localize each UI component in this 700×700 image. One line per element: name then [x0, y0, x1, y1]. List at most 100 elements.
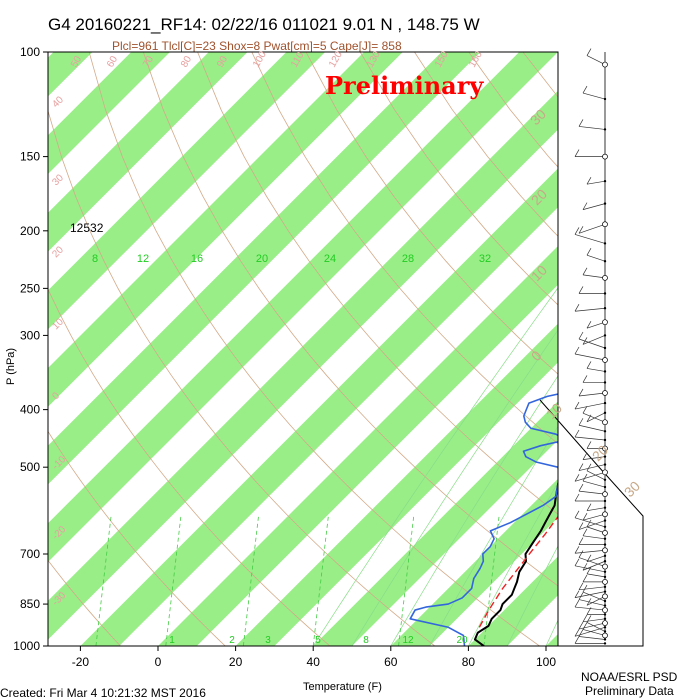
mixing-ratio-label: 20	[456, 635, 468, 646]
x-tick-label: 20	[229, 655, 243, 669]
mixing-ratio-line	[483, 514, 500, 646]
wind-station-dot	[603, 537, 607, 541]
wind-barb-flag	[578, 119, 584, 127]
wind-station-circle	[602, 607, 608, 613]
wind-barb	[582, 629, 606, 636]
wind-barb-flag	[578, 629, 584, 637]
wind-barb-flag	[574, 636, 580, 644]
wind-barb	[578, 599, 606, 606]
temperature-band	[48, 52, 403, 407]
wind-barb-flag	[582, 473, 588, 482]
wind-station-dot	[603, 617, 607, 621]
wind-barb	[582, 618, 606, 623]
wind-barb	[574, 436, 606, 441]
wind-barb	[582, 203, 606, 210]
wind-station-dot	[603, 485, 607, 489]
wind-barb	[586, 321, 606, 329]
moist-adiabat	[468, 481, 558, 646]
wind-barb	[582, 92, 606, 100]
wind-barb	[582, 535, 606, 540]
wind-station-dot	[603, 97, 607, 101]
wind-barb-flag	[574, 149, 580, 157]
wind-station-circle	[602, 357, 608, 363]
temperature-band	[48, 52, 248, 252]
wind-barb-flag	[586, 463, 592, 471]
wind-barb-flag	[582, 622, 588, 630]
wind-barb-flag	[582, 614, 588, 622]
temperature-band	[80, 168, 558, 646]
wind-station-circle	[602, 390, 608, 396]
wind-barb-flag	[574, 304, 580, 312]
wind-barb	[578, 586, 606, 591]
wind-barb	[574, 549, 606, 554]
temperature-band	[235, 323, 558, 646]
credit-organization: NOAA/ESRL PSD	[581, 670, 678, 684]
wind-station-dot	[603, 334, 607, 337]
wind-barb-flag	[578, 582, 584, 590]
wind-barb-flag	[586, 321, 592, 329]
mixing-ratio-line	[11, 514, 26, 646]
dry-adiabat	[48, 559, 122, 646]
wind-barb-flag	[586, 503, 592, 511]
wind-barb	[586, 470, 606, 481]
wind-station-circle	[602, 530, 608, 536]
wind-station-dot	[603, 506, 607, 509]
dry-adiabat	[251, 52, 558, 445]
moist-adiabat	[545, 619, 558, 646]
wind-station-dot	[603, 346, 607, 350]
wind-station-dot	[603, 292, 607, 295]
isotherm-label: 90	[215, 54, 230, 70]
plot-frame	[47, 51, 559, 647]
wind-station-dot	[603, 307, 607, 310]
wind-barb	[578, 126, 606, 130]
mixing-ratio-label: 12	[402, 635, 414, 646]
wind-barb-flag	[586, 615, 592, 623]
wind-barb-flag	[574, 227, 580, 235]
isotherm-label: 50	[69, 54, 84, 70]
wind-station-dot	[603, 179, 607, 183]
wind-barb	[586, 55, 606, 65]
wind-station-circle	[602, 511, 608, 518]
temperature-line	[473, 479, 558, 646]
wind-barb-flag	[574, 546, 580, 554]
wind-barb-flag	[574, 401, 580, 410]
y-axis-label: P (hPa)	[5, 348, 17, 385]
mixing-ratio-label: 28	[402, 253, 414, 265]
x-tick-label: 80	[462, 655, 476, 669]
wind-station-circle	[602, 563, 608, 570]
wind-barb-flag	[586, 177, 592, 185]
mixing-ratio-label: 16	[191, 253, 203, 265]
temperature-band	[48, 52, 93, 97]
wind-station-dot	[603, 411, 607, 415]
mixing-ratio-label: 5	[315, 635, 321, 646]
y-tick-label: 1000	[13, 639, 40, 653]
wind-barb-flag	[578, 550, 584, 558]
isotherm-label: 40	[50, 94, 66, 110]
wind-station-dot	[603, 554, 607, 558]
isotherm-label: 70	[141, 54, 156, 70]
wind-barb-flag	[586, 566, 592, 575]
plot-area	[11, 52, 700, 659]
y-tick-label: 850	[20, 597, 40, 611]
dry-adiabat	[577, 52, 700, 659]
wind-barb-flag	[574, 510, 580, 518]
wind-barb	[574, 353, 606, 361]
wind-station-circle	[602, 274, 608, 281]
wind-station-circle	[602, 547, 608, 554]
wind-station-circle	[602, 632, 608, 639]
wind-barb-panel	[539, 48, 644, 647]
temperature-band	[48, 52, 558, 562]
wind-station-dot	[603, 590, 607, 593]
wind-barb-flag	[582, 406, 588, 414]
wind-barb	[578, 636, 606, 640]
wind-station-circle	[602, 319, 608, 326]
wind-barb	[574, 471, 606, 482]
wind-barb	[586, 368, 606, 372]
wind-station-dot	[603, 638, 607, 641]
wind-station-dot	[603, 525, 607, 529]
wind-barb-flag	[582, 202, 588, 210]
dry-adiabat	[48, 430, 226, 646]
wind-station-dot	[603, 381, 607, 384]
moist-adiabat	[312, 288, 558, 646]
